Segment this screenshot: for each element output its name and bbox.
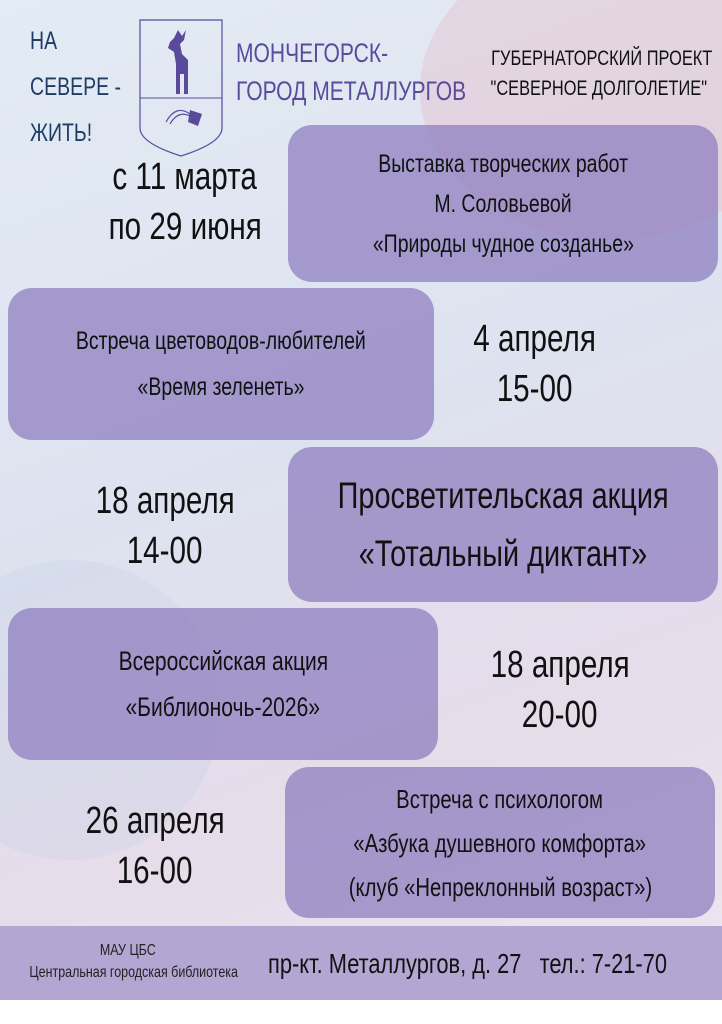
phone-text: тел.: 7-21-70 — [539, 948, 667, 979]
event-title-line: Встреча цветоводов-любителей — [76, 327, 366, 355]
org-line: Центральная городская библиотека — [29, 964, 238, 981]
coat-of-arms-icon — [139, 19, 223, 157]
slogan-line: ЖИТЬ! — [30, 119, 93, 147]
organization: МАУ ЦБС Центральная городская библиотека — [0, 940, 255, 984]
event-date-line: 18 апреля — [490, 644, 630, 686]
event-title-line: «Время зеленеть» — [137, 373, 305, 401]
event-box: Выставка творческих работ М. Соловьевой … — [288, 125, 718, 282]
project-line: ГУБЕРНАТОРСКИЙ ПРОЕКТ — [491, 47, 713, 70]
event-title-line: (клуб «Непреклонный возраст») — [348, 871, 652, 902]
project-line: "СЕВЕРНОЕ ДОЛГОЛЕТИЕ" — [490, 77, 708, 100]
event-date: 18 апреля 20-00 — [460, 640, 660, 740]
event-title-line: Просветительская акция — [337, 474, 669, 516]
event-date-line: 15-00 — [497, 368, 573, 410]
event-title-line: «Тотальный диктант» — [358, 532, 648, 574]
city-line: МОНЧЕГОРСК- — [236, 38, 389, 68]
event-box: Встреча цветоводов-любителей «Время зеле… — [8, 288, 434, 440]
event-date: с 11 марта по 29 июня — [70, 152, 300, 252]
event-box: Просветительская акция «Тотальный диктан… — [288, 447, 718, 602]
event-title-line: «Природы чудное созданье» — [372, 229, 634, 258]
event-box: Встреча с психологом «Азбука душевного к… — [285, 767, 715, 918]
org-line: МАУ ЦБС — [99, 942, 156, 959]
address-contact: пр-кт. Металлургов, д. 27 тел.: 7-21-70 — [268, 948, 667, 980]
event-title-line: Встреча с психологом — [396, 783, 604, 814]
event-date: 26 апреля 16-00 — [55, 796, 255, 896]
event-date-line: с 11 марта — [112, 156, 258, 198]
slogan-line: СЕВЕРЕ - — [30, 73, 122, 101]
slogan: НА СЕВЕРЕ - ЖИТЬ! — [30, 18, 147, 156]
event-title-line: М. Соловьевой — [434, 189, 572, 218]
event-date-line: 20-00 — [522, 694, 598, 736]
event-date: 18 апреля 14-00 — [60, 476, 270, 576]
event-date-line: 4 апреля — [473, 318, 597, 360]
footer: МАУ ЦБС Центральная городская библиотека… — [0, 926, 722, 1000]
event-title-line: «Азбука душевного комфорта» — [353, 827, 647, 858]
event-title-line: Всероссийская акция — [118, 646, 328, 676]
event-date-line: 14-00 — [127, 530, 203, 572]
event-date-line: 26 апреля — [85, 800, 225, 842]
address: пр-кт. Металлургов, д. 27 тел.: 7-21-70 — [268, 948, 722, 980]
slogan-line: НА — [30, 27, 58, 55]
event-date-line: по 29 июня — [108, 206, 262, 248]
event-title-line: «Библионочь-2026» — [125, 692, 321, 722]
project-title: ГУБЕРНАТОРСКИЙ ПРОЕКТ "СЕВЕРНОЕ ДОЛГОЛЕТ… — [460, 44, 713, 104]
event-date-line: 16-00 — [117, 850, 193, 892]
event-date-line: 18 апреля — [95, 480, 235, 522]
event-title-line: Выставка творческих работ — [378, 149, 628, 178]
event-date: 4 апреля 15-00 — [440, 314, 630, 414]
bottom-margin — [0, 1000, 722, 1024]
address-text: пр-кт. Металлургов, д. 27 — [268, 948, 522, 979]
city-line: ГОРОД МЕТАЛЛУРГОВ — [236, 76, 467, 106]
city-title: МОНЧЕГОРСК- ГОРОД МЕТАЛЛУРГОВ — [236, 34, 531, 110]
event-box: Всероссийская акция «Библионочь-2026» — [8, 608, 438, 760]
